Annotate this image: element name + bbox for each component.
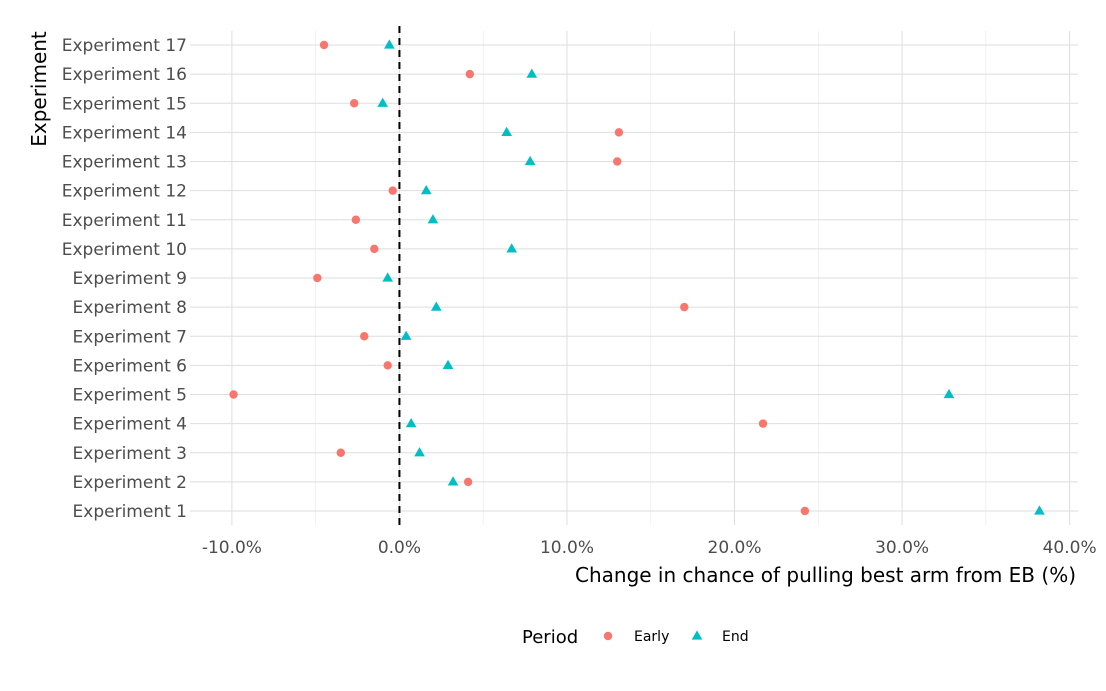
point-end — [442, 359, 454, 370]
point-end — [384, 39, 395, 49]
point-end — [382, 272, 394, 282]
y-tick-label: Experiment 10 — [62, 240, 187, 260]
point-early — [465, 69, 475, 79]
x-tick-labels: -10.0% 0.0% 10.0% 20.0% 30.0% 40.0% — [202, 538, 1097, 558]
x-tick-label: 10.0% — [540, 538, 594, 558]
point-end — [524, 155, 536, 166]
x-tick-label: 20.0% — [708, 538, 762, 558]
point-end — [943, 388, 955, 399]
y-tick-label: Experiment 7 — [73, 327, 187, 347]
point-early — [229, 390, 238, 399]
legend-label-end: End — [722, 629, 749, 645]
x-tick-label: 30.0% — [875, 538, 929, 558]
grid — [190, 31, 1078, 525]
point-end — [430, 301, 442, 311]
y-tick-label: Experiment 11 — [62, 211, 187, 231]
legend-title: Period — [522, 627, 578, 648]
y-tick-label: Experiment 3 — [73, 444, 187, 464]
point-early — [383, 361, 392, 370]
point-early — [463, 477, 473, 487]
point-end — [427, 214, 439, 224]
x-tick-label: -10.0% — [202, 538, 262, 558]
point-early — [336, 448, 345, 457]
point-end — [377, 97, 388, 107]
point-end — [1034, 505, 1045, 515]
y-tick-label: Experiment 9 — [73, 269, 187, 289]
point-early — [349, 99, 359, 108]
point-end — [501, 126, 512, 137]
point-early — [360, 332, 369, 341]
y-tick-label: Experiment 13 — [62, 153, 187, 173]
y-tick-label: Experiment 14 — [62, 123, 187, 143]
point-early — [614, 128, 624, 137]
point-end — [400, 330, 412, 340]
y-tick-label: Experiment 6 — [73, 356, 187, 376]
x-axis-title: Change in chance of pulling best arm fro… — [575, 563, 1076, 587]
point-end — [414, 447, 425, 457]
y-tick-label: Experiment 8 — [73, 298, 187, 318]
y-tick-label: Experiment 16 — [62, 65, 187, 85]
y-tick-label: Experiment 12 — [62, 182, 187, 202]
y-tick-label: Experiment 5 — [73, 386, 187, 406]
point-early — [370, 244, 379, 254]
legend-key-end — [691, 630, 703, 640]
y-tick-label: Experiment 15 — [62, 94, 187, 114]
legend-label-early: Early — [634, 629, 669, 645]
legend-key-early — [603, 631, 613, 641]
legend: Period Early End — [522, 627, 749, 648]
point-early — [319, 40, 329, 50]
point-early — [313, 273, 322, 283]
x-tick-label: 0.0% — [378, 538, 421, 558]
y-tick-label: Experiment 1 — [73, 502, 187, 522]
point-end — [405, 418, 417, 428]
y-tick-labels: Experiment 1 Experiment 2 Experiment 3 Expe… — [62, 36, 187, 522]
point-early — [758, 419, 768, 428]
y-tick-label: Experiment 2 — [73, 473, 187, 493]
y-tick-label: Experiment 4 — [73, 415, 187, 435]
point-early — [613, 157, 622, 166]
point-end — [506, 243, 518, 253]
data-points — [229, 39, 1045, 516]
point-early — [800, 506, 810, 516]
y-tick-label: Experiment 17 — [62, 36, 187, 56]
x-tick-label: 40.0% — [1043, 538, 1097, 558]
series-early — [229, 40, 810, 516]
point-end — [420, 185, 432, 195]
y-axis-title: Experiment — [27, 31, 51, 147]
series-end — [377, 39, 1045, 515]
point-end — [447, 476, 459, 486]
point-early — [388, 186, 397, 195]
point-early — [680, 302, 689, 312]
point-early — [351, 215, 361, 224]
point-end — [526, 68, 538, 78]
